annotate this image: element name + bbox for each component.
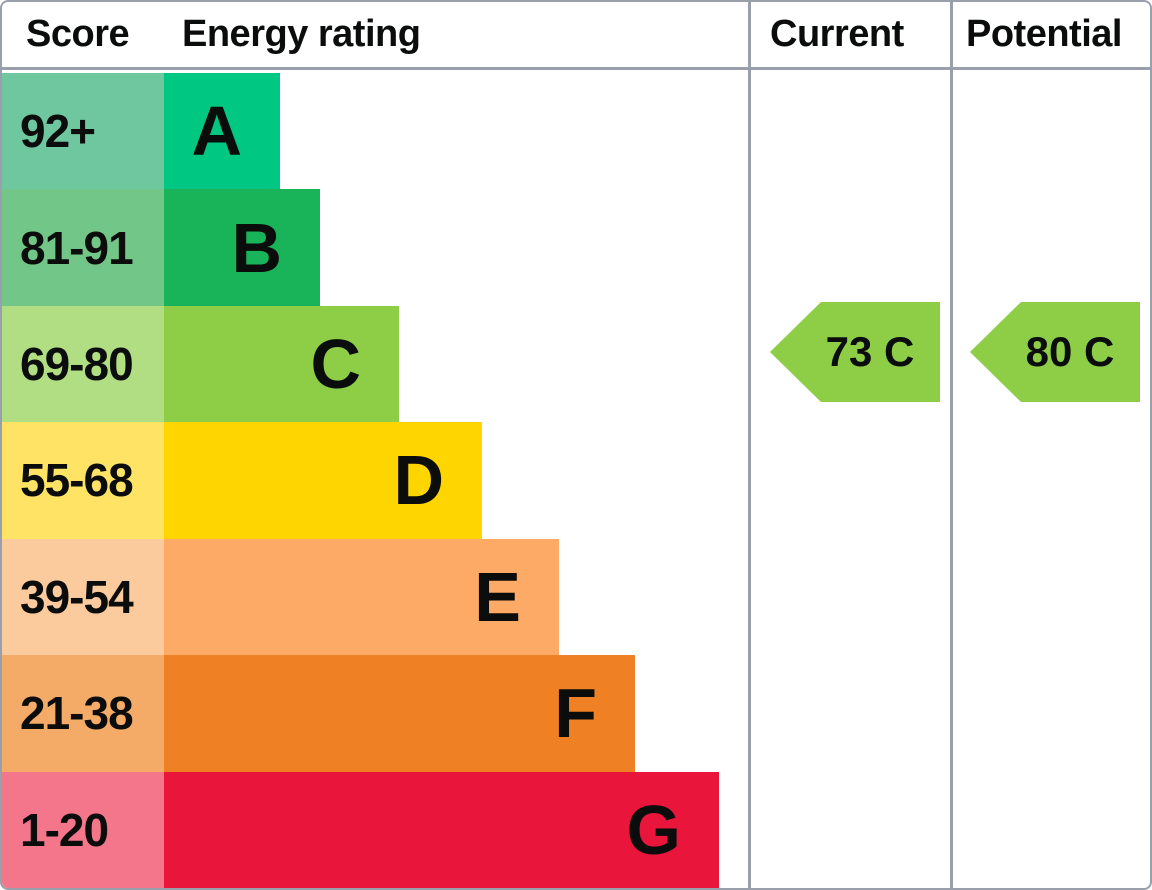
header-row: Score Energy rating Current Potential bbox=[2, 2, 1150, 70]
band-bar-g: G bbox=[164, 771, 719, 888]
band-bar-a: A bbox=[164, 73, 280, 190]
score-range-b: 81-91 bbox=[2, 189, 164, 306]
header-score: Score bbox=[26, 13, 130, 55]
band-row-b: 81-91 B bbox=[2, 189, 1150, 306]
bands-container: 92+ A 81-91 B 69-80 C 55-68 D 39-54 E 21-38 F 1-20 G bbox=[2, 73, 1150, 888]
band-row-g: 1-20 G bbox=[2, 771, 1150, 888]
header-energy-rating: Energy rating bbox=[182, 13, 421, 55]
grid-divider-potential bbox=[950, 2, 953, 888]
band-bar-d: D bbox=[164, 422, 482, 539]
header-potential: Potential bbox=[966, 13, 1122, 55]
current-rating-label: 73 C bbox=[825, 328, 915, 375]
header-current: Current bbox=[770, 13, 904, 55]
potential-rating-label: 80 C bbox=[1025, 328, 1115, 375]
score-range-e: 39-54 bbox=[2, 538, 164, 656]
band-row-c: 69-80 C bbox=[2, 305, 1150, 423]
score-range-c: 69-80 bbox=[2, 305, 164, 423]
band-bar-e: E bbox=[164, 538, 559, 656]
band-bar-f: F bbox=[164, 655, 635, 772]
score-range-d: 55-68 bbox=[2, 422, 164, 539]
score-range-a: 92+ bbox=[2, 73, 164, 190]
score-range-g: 1-20 bbox=[2, 771, 164, 888]
band-bar-b: B bbox=[164, 189, 320, 306]
band-row-e: 39-54 E bbox=[2, 538, 1150, 656]
band-row-a: 92+ A bbox=[2, 73, 1150, 190]
band-row-f: 21-38 F bbox=[2, 655, 1150, 772]
band-row-d: 55-68 D bbox=[2, 422, 1150, 539]
score-range-f: 21-38 bbox=[2, 655, 164, 772]
grid-divider-current bbox=[748, 2, 751, 888]
band-bar-c: C bbox=[164, 305, 399, 423]
